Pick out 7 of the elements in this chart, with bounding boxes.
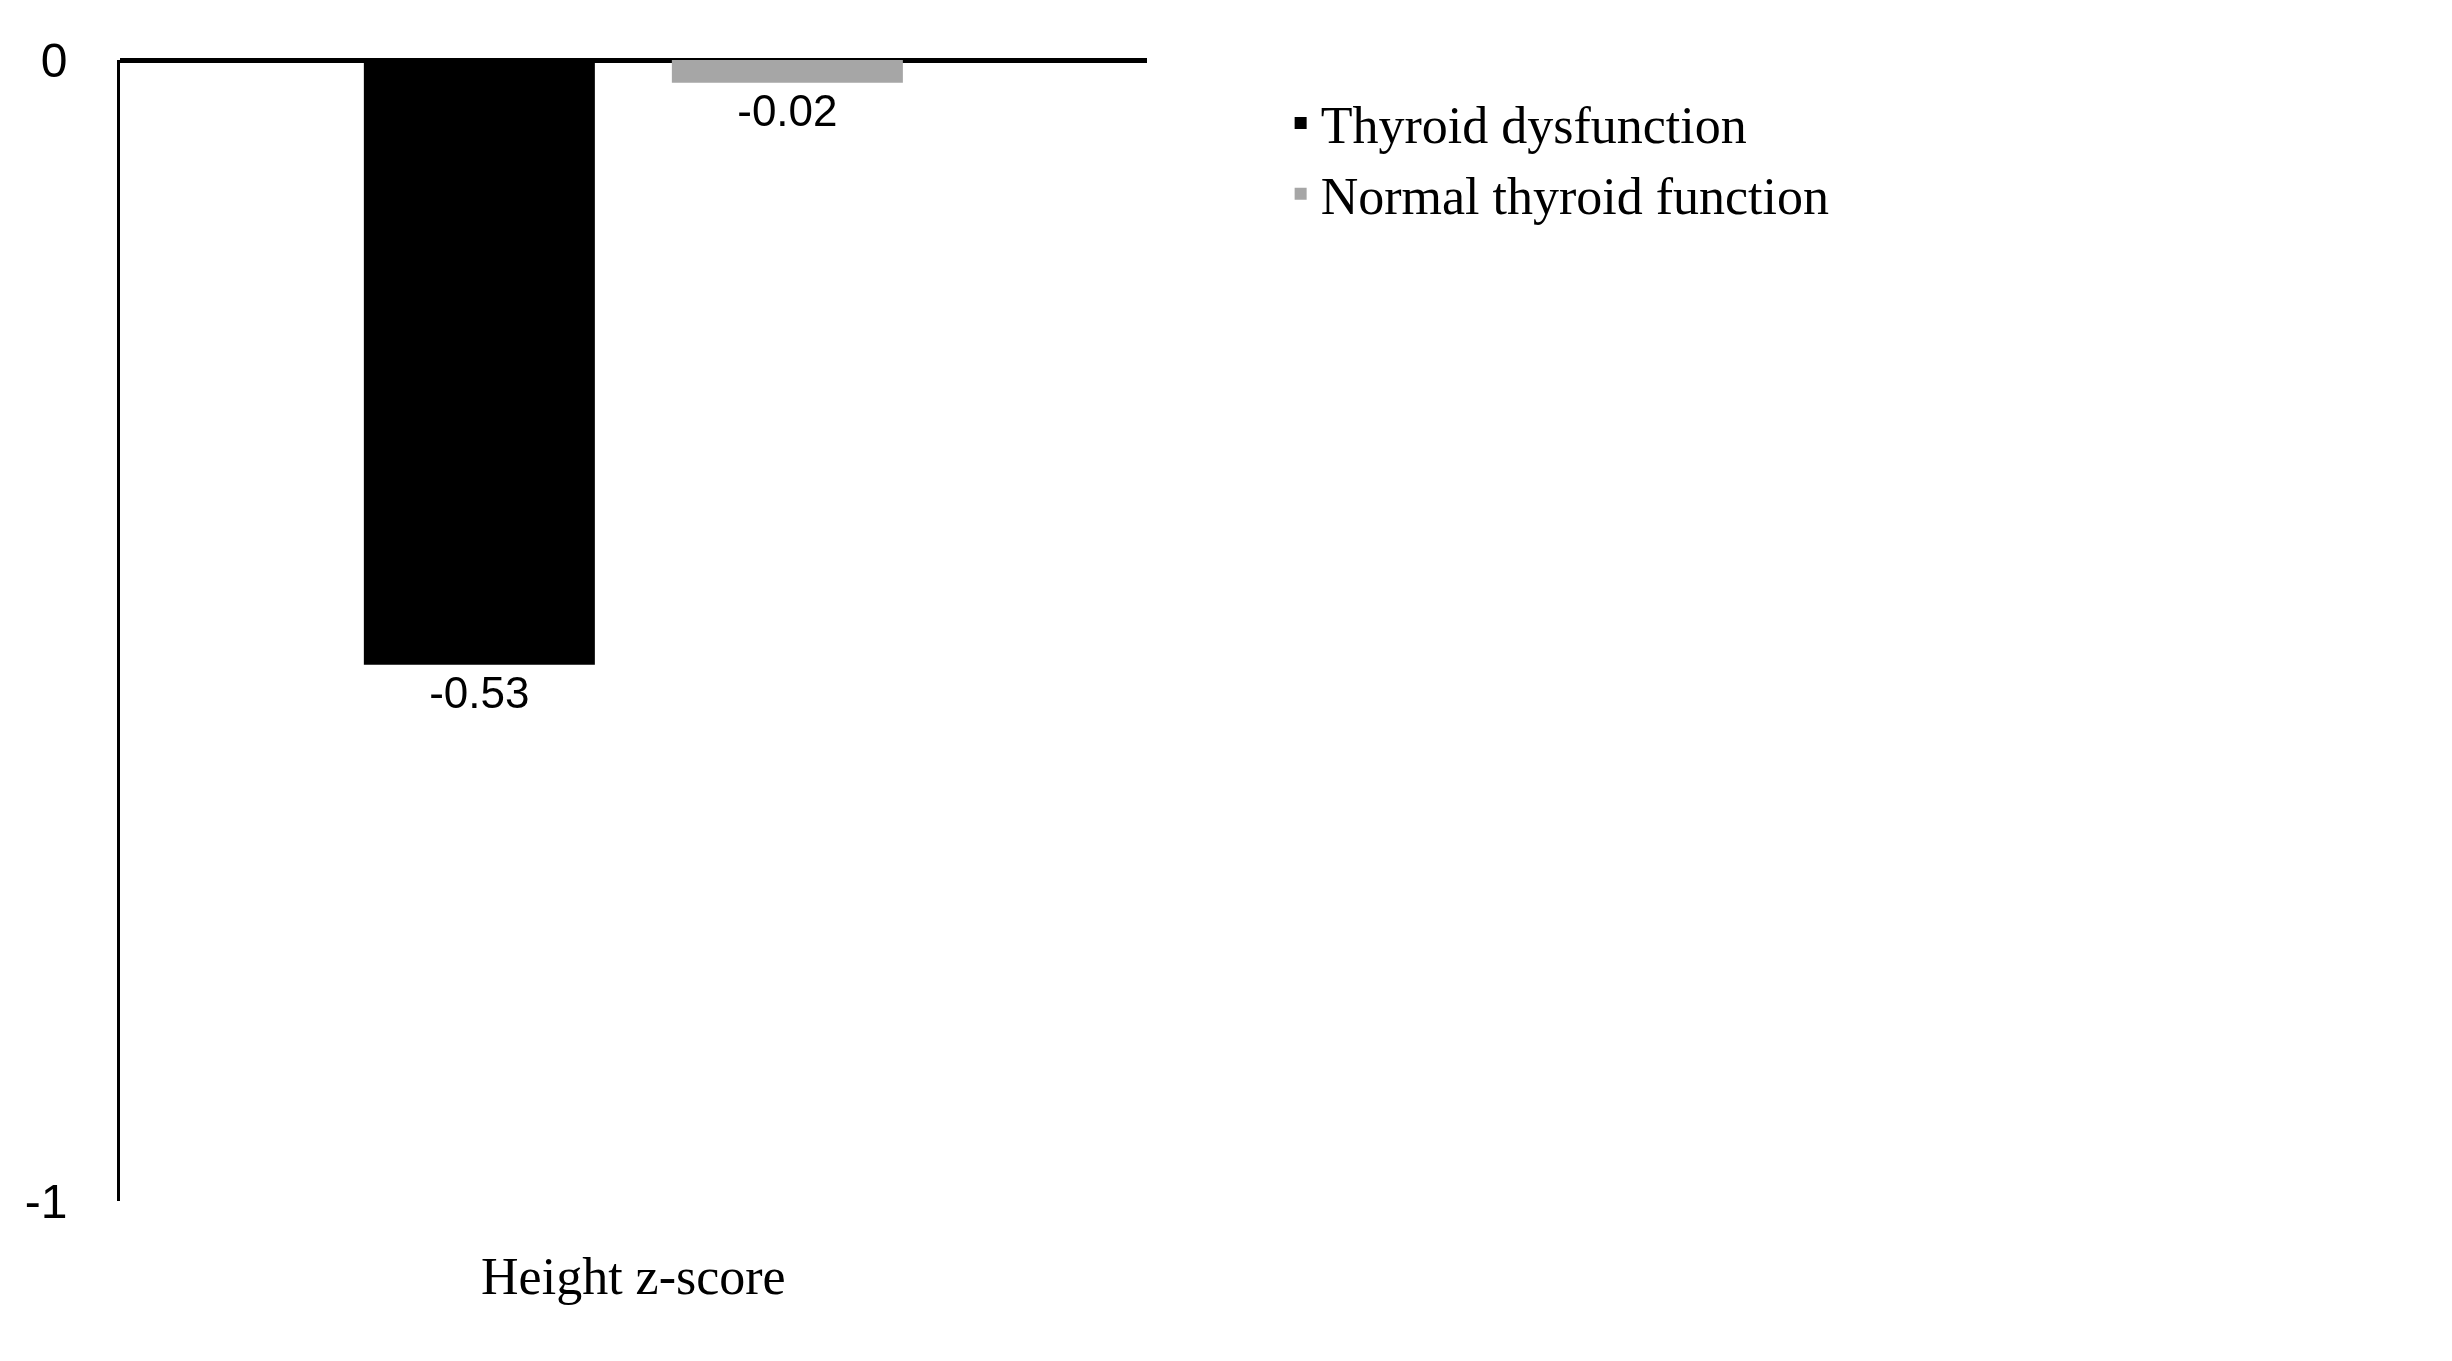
legend-label: Thyroid dysfunction <box>1320 97 1747 155</box>
y-tick-label: -1 <box>24 1174 68 1228</box>
data-label: -0.53 <box>429 667 530 717</box>
y-tick-label: 0 <box>40 33 68 87</box>
x-tick-label: Height z-score <box>481 1248 786 1305</box>
legend-label: Normal thyroid function <box>1320 168 1829 225</box>
data-label: -0.02 <box>737 85 838 135</box>
